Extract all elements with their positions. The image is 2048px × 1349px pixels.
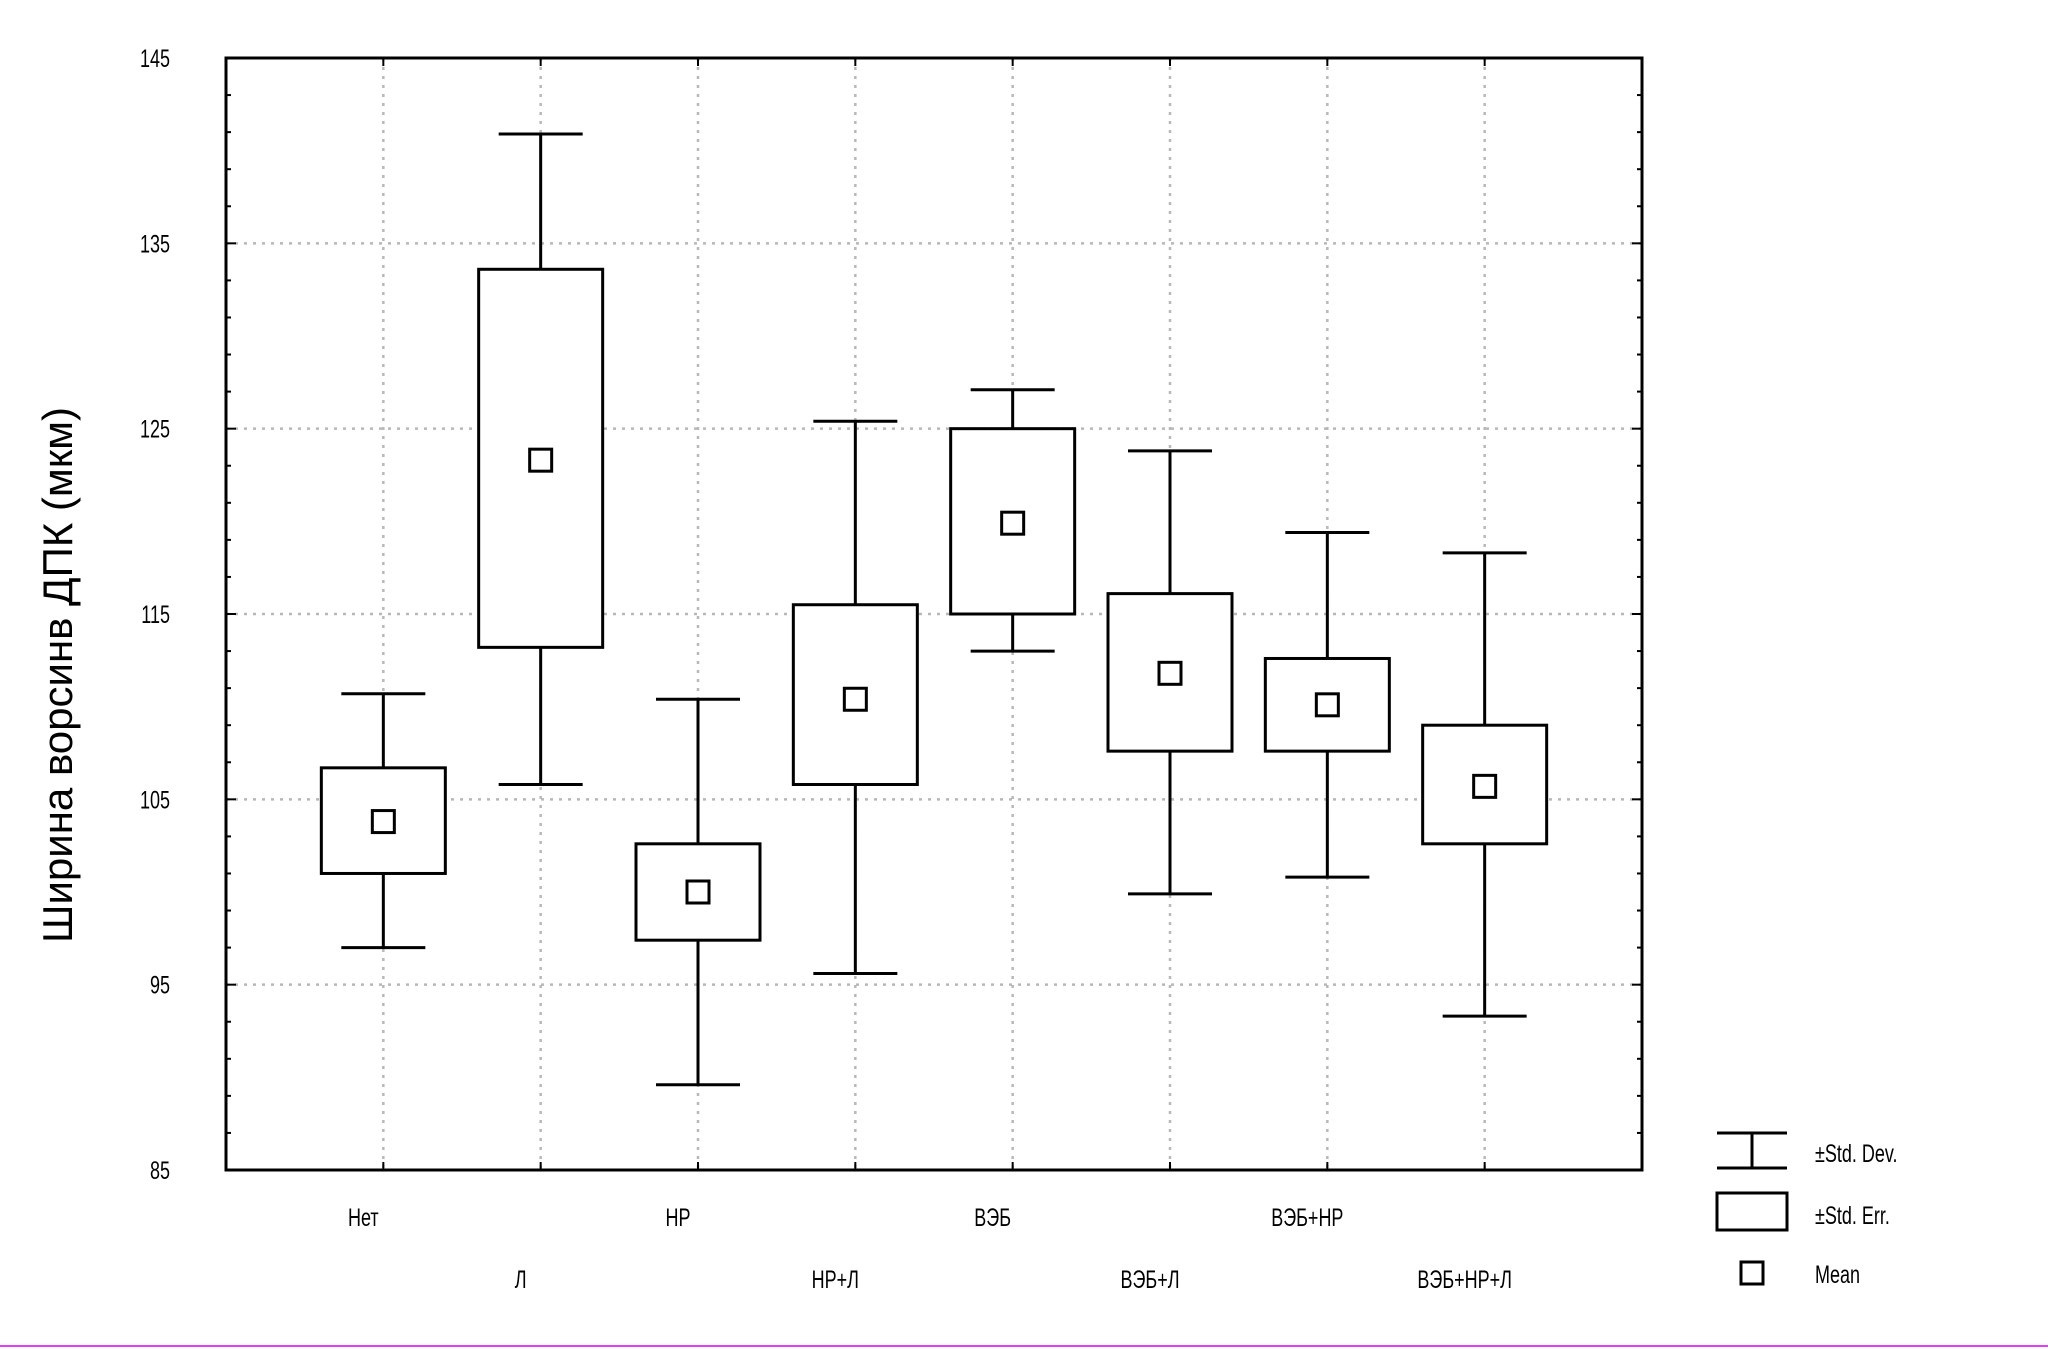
y-tick-label: 145 [140, 44, 170, 73]
legend-se-box [1715, 1191, 1789, 1232]
box-group-4 [791, 419, 919, 976]
legend-item-std-dev: ±Std. Dev. [1717, 1131, 1898, 1170]
mean-marker [1157, 660, 1183, 686]
box-group-6 [1106, 449, 1234, 896]
legend: ±Std. Dev. ±Std. Err. Mean [1715, 1131, 1898, 1289]
plot-area-frame [224, 56, 1644, 1172]
mean-marker [1000, 510, 1026, 536]
box-group-1 [319, 692, 447, 950]
box-group-2 [477, 132, 605, 787]
legend-label-std-err: ±Std. Err. [1815, 1201, 1890, 1230]
y-tick-label: 125 [140, 415, 170, 444]
legend-mean-marker [1739, 1260, 1765, 1286]
legend-label-std-dev: ±Std. Dev. [1815, 1139, 1898, 1168]
grid-lines [226, 58, 1642, 1170]
x-category-label: ВЭБ+НР [1271, 1203, 1343, 1232]
x-category-label: ВЭБ+НР+Л [1417, 1265, 1512, 1294]
x-category-label: НР [666, 1203, 691, 1232]
page-bottom-rule [0, 1345, 2048, 1347]
mean-marker [1472, 773, 1498, 799]
box-series [319, 132, 1549, 1087]
y-tick-label: 135 [140, 229, 170, 258]
x-axis-category-labels: Нет Л НР НР+Л ВЭБ ВЭБ+Л ВЭБ+НР ВЭБ+НР+Л [348, 1203, 1512, 1294]
x-category-label: ВЭБ [974, 1203, 1011, 1232]
mean-marker [685, 879, 711, 905]
box-group-8 [1421, 551, 1549, 1018]
x-category-label: Нет [348, 1203, 379, 1232]
minor-ticks [226, 57, 1642, 1171]
y-tick-label: 85 [150, 1156, 170, 1185]
legend-item-mean: Mean [1739, 1260, 1860, 1289]
y-axis-ticks: 85 95 105 115 125 135 145 [140, 44, 170, 1185]
y-tick-label: 115 [141, 600, 170, 629]
mean-marker [842, 686, 868, 712]
y-tick-label: 105 [140, 785, 170, 814]
y-axis-title: Ширина ворсинв ДПК (мкм) [34, 407, 81, 943]
box-group-3 [634, 697, 762, 1087]
legend-item-std-err: ±Std. Err. [1715, 1191, 1890, 1232]
x-category-label: ВЭБ+Л [1120, 1265, 1179, 1294]
x-category-label: НР+Л [812, 1265, 859, 1294]
x-category-label: Л [515, 1265, 527, 1294]
y-tick-label: 95 [150, 971, 170, 1000]
legend-label-mean: Mean [1815, 1260, 1860, 1289]
box-group-5 [949, 388, 1077, 653]
mean-marker [528, 447, 554, 473]
mean-marker [370, 809, 396, 835]
mean-marker [1314, 692, 1340, 718]
box-group-7 [1263, 530, 1391, 879]
